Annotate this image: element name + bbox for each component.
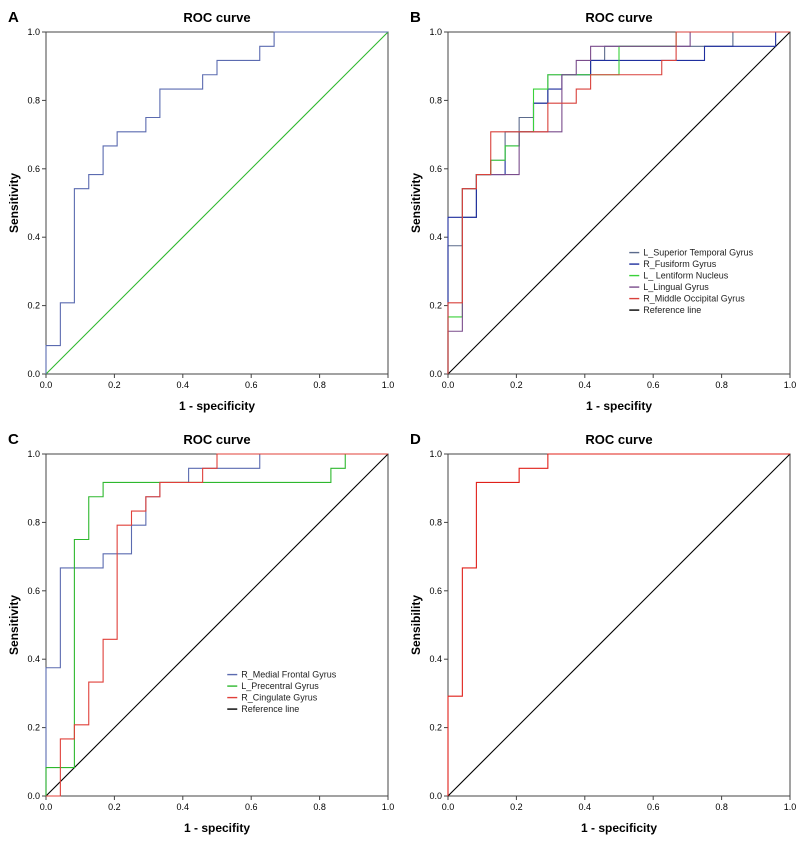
legend-label-l-lentiform-nucleus: L_ Lentiform Nucleus: [643, 271, 729, 281]
x-tick-label: 0.2: [510, 380, 523, 390]
y-tick-label: 0.2: [27, 301, 40, 311]
series-line-reference-line: [447, 31, 791, 375]
x-tick-label: 0.8: [715, 802, 728, 812]
y-tick-label: 0.4: [27, 654, 40, 664]
legend-label-l-superior-temporal-gyrus: L_Superior Temporal Gyrus: [643, 248, 753, 258]
x-tick-label: 0.4: [579, 802, 592, 812]
roc-chart: C ROC curve 0.00.0 0.2 0.2 0.4 0.4 0.6 0.6 0.8 0.8…: [7, 431, 395, 835]
y-axis-label: Sensitivity: [409, 173, 423, 233]
roc-panel-c: C ROC curve 0.0 0.0 0.2 0.2 0.4 0.4 0.6 0.6 0.8 0.8…: [0, 422, 402, 844]
x-axis-label: 1 - specifity: [184, 821, 250, 835]
x-tick-label: 0.0: [40, 802, 53, 812]
y-axis-label: Sensitivity: [7, 595, 21, 655]
x-tick-label: 0.4: [579, 380, 592, 390]
x-tick-label: 0.2: [108, 802, 121, 812]
panel-letter: B: [410, 9, 421, 26]
x-tick-label: 1.0: [784, 380, 797, 390]
series-line-l-precentral-gyrus: [45, 453, 388, 796]
x-tick-label: 0.0: [442, 802, 455, 812]
x-tick-label: 0.6: [245, 802, 258, 812]
roc-chart: A ROC curve 0.00.0 0.2 0.2 0.4 0.4 0.6 0.6 0.8 0.8…: [7, 9, 395, 413]
x-tick-label: 0.6: [647, 380, 660, 390]
legend-label-r-fusiform-gyrus: R_Fusiform Gyrus: [643, 259, 717, 269]
x-tick-label: 1.0: [382, 802, 395, 812]
roc-panel-a: A ROC curve 0.0 0.0 0.2 0.2 0.4 0.4 0.6 0.6 0.8 0.8…: [0, 0, 402, 422]
series-line-reference-line: [45, 31, 389, 375]
x-axis-label: 1 - specificity: [581, 821, 657, 835]
chart-title: ROC curve: [183, 10, 250, 25]
x-tick-label: 0.0: [442, 380, 455, 390]
y-tick-label: 0.6: [27, 164, 40, 174]
roc-panel-b: B ROC curve 0.0 0.0 0.2 0.2 0.4 0.4 0.6 0.6 0.8 0.8…: [402, 0, 804, 422]
y-axis-label: Sensibility: [409, 595, 423, 655]
x-tick-label: 0.6: [245, 380, 258, 390]
roc-chart: D ROC curve 0.00.0 0.2 0.2 0.4 0.4 0.6 0.6 0.8 0.8…: [409, 431, 797, 835]
chart-title: ROC curve: [585, 10, 652, 25]
y-tick-label: 0.2: [429, 301, 442, 311]
x-tick-label: 0.8: [715, 380, 728, 390]
y-axis-label: Sensitivity: [7, 173, 21, 233]
y-tick-label: 1.0: [27, 449, 40, 459]
legend-label-l-precentral-gyrus: L_Precentral Gyrus: [241, 681, 319, 691]
x-tick-label: 0.2: [510, 802, 523, 812]
y-tick-label: 0.8: [429, 95, 442, 105]
x-tick-label: 0.8: [313, 380, 326, 390]
legend-label-reference-line: Reference line: [241, 704, 299, 714]
y-tick-label: 0.6: [27, 586, 40, 596]
series-line-reference-line: [447, 453, 791, 797]
x-tick-label: 0.6: [647, 802, 660, 812]
legend-label-r-medial-frontal-gyrus: R_Medial Frontal Gyrus: [241, 670, 337, 680]
y-tick-label: 0.0: [429, 369, 442, 379]
series-line-roc: [447, 453, 790, 796]
chart-title: ROC curve: [585, 432, 652, 447]
x-tick-label: 0.4: [177, 802, 190, 812]
y-tick-label: 1.0: [429, 27, 442, 37]
y-tick-label: 0.2: [27, 723, 40, 733]
legend-label-r-middle-occipital-gyrus: R_Middle Occipital Gyrus: [643, 294, 745, 304]
panel-letter: D: [410, 431, 421, 448]
y-tick-label: 0.4: [429, 232, 442, 242]
panel-letter: C: [8, 431, 19, 448]
y-tick-label: 0.0: [27, 791, 40, 801]
y-tick-label: 0.0: [27, 369, 40, 379]
series-line-roc: [45, 31, 388, 374]
x-axis-label: 1 - specificity: [179, 399, 255, 413]
panel-letter: A: [8, 9, 19, 26]
x-tick-label: 0.0: [40, 380, 53, 390]
x-tick-label: 1.0: [382, 380, 395, 390]
series-line-r-cingulate-gyrus: [46, 453, 388, 797]
y-tick-label: 0.0: [429, 791, 442, 801]
y-tick-label: 0.6: [429, 164, 442, 174]
legend-label-reference-line: Reference line: [643, 305, 701, 315]
legend-label-l-lingual-gyrus: L_Lingual Gyrus: [643, 282, 709, 292]
series-line-r-middle-occipital-gyrus: [447, 31, 790, 374]
y-tick-label: 0.8: [429, 517, 442, 527]
roc-panel-d: D ROC curve 0.0 0.0 0.2 0.2 0.4 0.4 0.6 0.6 0.8 0.8…: [402, 422, 804, 844]
y-tick-label: 0.2: [429, 723, 442, 733]
y-tick-label: 0.8: [27, 517, 40, 527]
y-tick-label: 0.4: [429, 654, 442, 664]
y-tick-label: 1.0: [429, 449, 442, 459]
x-tick-label: 0.8: [313, 802, 326, 812]
y-tick-label: 1.0: [27, 27, 40, 37]
roc-chart: B ROC curve 0.00.0 0.2 0.2 0.4 0.4 0.6 0.6 0.8 0.8…: [409, 9, 797, 413]
legend-label-r-cingulate-gyrus: R_Cingulate Gyrus: [241, 693, 318, 703]
chart-title: ROC curve: [183, 432, 250, 447]
x-axis-label: 1 - specifity: [586, 399, 652, 413]
y-tick-label: 0.6: [429, 586, 442, 596]
series-line-reference-line: [45, 453, 389, 797]
x-tick-label: 0.4: [177, 380, 190, 390]
x-tick-label: 0.2: [108, 380, 121, 390]
y-tick-label: 0.8: [27, 95, 40, 105]
y-tick-label: 0.4: [27, 232, 40, 242]
x-tick-label: 1.0: [784, 802, 797, 812]
